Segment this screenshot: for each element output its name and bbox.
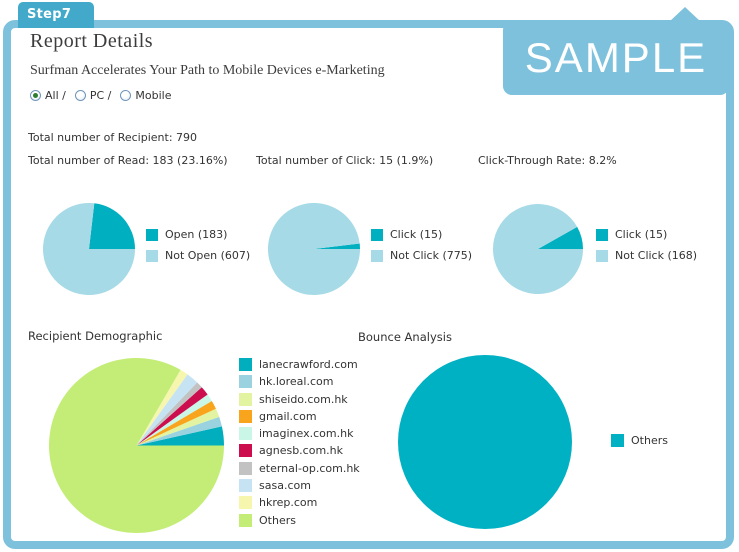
stat-total-read: Total number of Read: 183 (23.16%) — [28, 154, 228, 167]
ctr-pie-chart — [493, 204, 583, 294]
legend-item: Others — [239, 513, 360, 527]
radio-pc[interactable]: PC / — [74, 89, 112, 102]
legend-label: shiseido.com.hk — [259, 392, 348, 406]
bounce-pie-chart — [398, 355, 572, 529]
click-pie-chart — [268, 203, 360, 295]
ctr-pie-legend: Click (15) Not Click (168) — [596, 228, 697, 262]
legend-swatch-icon — [239, 375, 252, 389]
demographic-pie-legend: lanecrawford.com hk.loreal.com shiseido.co… — [239, 358, 360, 527]
legend-swatch-icon — [239, 461, 252, 475]
stat-total-click: Total number of Click: 15 (1.9%) — [256, 154, 434, 167]
legend-swatch-icon — [596, 249, 608, 262]
sample-badge-pointer-icon — [669, 7, 701, 22]
legend-swatch-icon — [371, 249, 383, 262]
legend-swatch-icon — [239, 427, 252, 441]
legend-label: eternal-op.com.hk — [259, 461, 360, 475]
read-pie-legend: Open (183) Not Open (607) — [146, 228, 250, 262]
radio-all-label: All / — [45, 89, 66, 102]
legend-item: Not Click (168) — [596, 249, 697, 262]
radio-mobile[interactable]: Mobile — [120, 89, 171, 102]
step-tab-label: Step7 — [27, 7, 72, 22]
legend-label: Click (15) — [390, 228, 443, 241]
legend-swatch-icon — [611, 434, 624, 447]
click-pie-legend: Click (15) Not Click (775) — [371, 228, 472, 262]
legend-label: sasa.com — [259, 479, 311, 493]
legend-label: hk.loreal.com — [259, 375, 334, 389]
legend-swatch-icon — [146, 228, 158, 241]
legend-label: Others — [631, 434, 668, 447]
radio-mobile-label: Mobile — [135, 89, 172, 102]
radio-pc-label: PC / — [89, 89, 112, 102]
legend-swatch-icon — [239, 409, 252, 423]
legend-item: agnesb.com.hk — [239, 444, 360, 458]
legend-label: hkrep.com — [259, 496, 318, 510]
legend-label: Not Click (168) — [615, 249, 698, 262]
legend-item: shiseido.com.hk — [239, 392, 360, 406]
legend-label: lanecrawford.com — [259, 358, 358, 371]
stat-click-through-rate: Click-Through Rate: 8.2% — [478, 154, 617, 167]
bounce-pie-legend: Others — [611, 434, 668, 447]
radio-all-icon[interactable] — [30, 90, 41, 101]
legend-swatch-icon — [596, 228, 608, 241]
legend-swatch-icon — [371, 228, 383, 241]
legend-item: sasa.com — [239, 479, 360, 493]
stat-total-recipient: Total number of Recipient: 790 — [28, 131, 198, 144]
step-tab[interactable]: Step7 — [18, 2, 94, 28]
legend-item: Others — [611, 434, 668, 447]
legend-label: Open (183) — [165, 228, 228, 241]
legend-label: Not Click (775) — [390, 249, 473, 262]
legend-label: Not Open (607) — [165, 249, 251, 262]
legend-item: eternal-op.com.hk — [239, 461, 360, 475]
legend-swatch-icon — [239, 479, 252, 493]
legend-item: hk.loreal.com — [239, 375, 360, 389]
read-pie-chart — [43, 203, 135, 295]
scope-filter-group: All / PC / Mobile — [30, 89, 171, 102]
radio-all[interactable]: All / — [30, 89, 66, 102]
legend-item: imaginex.com.hk — [239, 427, 360, 441]
sample-badge: SAMPLE — [503, 7, 729, 95]
legend-swatch-icon — [239, 496, 252, 510]
demographic-pie-chart — [49, 358, 224, 533]
legend-swatch-icon — [146, 249, 158, 262]
radio-mobile-icon[interactable] — [120, 90, 132, 101]
sample-watermark-text: SAMPLE — [524, 34, 708, 81]
legend-item: gmail.com — [239, 409, 360, 423]
section-title-demographic: Recipient Demographic — [28, 329, 163, 343]
radio-pc-icon[interactable] — [74, 90, 86, 101]
legend-item: Not Open (607) — [146, 249, 250, 262]
legend-item: Click (15) — [596, 228, 697, 241]
legend-item: Click (15) — [371, 228, 472, 241]
campaign-subtitle: Surfman Accelerates Your Path to Mobile … — [30, 63, 385, 78]
legend-swatch-icon — [239, 444, 252, 458]
legend-item: lanecrawford.com — [239, 358, 360, 371]
legend-label: Click (15) — [615, 228, 668, 241]
legend-label: Others — [259, 513, 296, 527]
page-title: Report Details — [30, 30, 154, 52]
legend-swatch-icon — [239, 392, 252, 406]
legend-swatch-icon — [239, 358, 252, 371]
legend-label: imaginex.com.hk — [259, 427, 354, 441]
legend-label: agnesb.com.hk — [259, 444, 344, 458]
section-title-bounce: Bounce Analysis — [358, 330, 452, 344]
legend-item: Not Click (775) — [371, 249, 472, 262]
legend-label: gmail.com — [259, 409, 317, 423]
legend-item: hkrep.com — [239, 496, 360, 510]
legend-swatch-icon — [239, 513, 252, 527]
legend-item: Open (183) — [146, 228, 250, 241]
